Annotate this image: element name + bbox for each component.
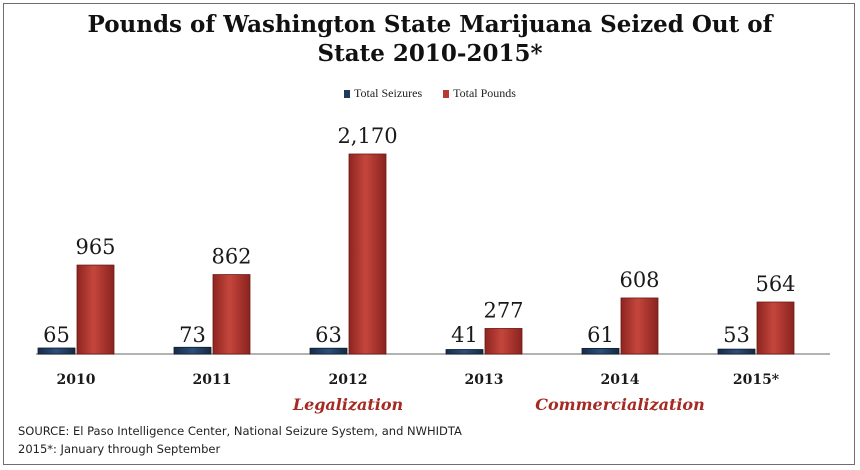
bar-seizures-2013 <box>445 349 484 355</box>
legend-label-pounds: Total Pounds <box>453 86 516 100</box>
chart-title-line-2: State 2010-2015* <box>317 40 543 67</box>
data-label-pounds-2015: 564 <box>755 272 795 296</box>
x-tick-label-2014: 2014 <box>601 372 640 388</box>
x-tick-label-2015: 2015* <box>733 372 780 388</box>
bar-seizures-2014 <box>581 347 620 355</box>
chart-title: Pounds of Washington State Marijuana Sei… <box>0 10 860 68</box>
chart-title-line-1: Pounds of Washington State Marijuana Sei… <box>87 11 773 38</box>
data-label-pounds-2012: 2,170 <box>337 124 397 148</box>
x-tick-label-2013: 2013 <box>465 372 504 388</box>
data-label-seizures-2011: 73 <box>179 323 206 347</box>
x-tick-label-2011: 2011 <box>193 372 232 388</box>
source-note: SOURCE: El Paso Intelligence Center, Nat… <box>18 424 462 438</box>
annotation-commercialization: Commercialization <box>535 395 704 414</box>
bar-seizures-2011 <box>173 346 212 355</box>
chart-frame <box>3 3 855 465</box>
data-label-pounds-2011: 862 <box>211 245 251 269</box>
bar-pounds-2013 <box>484 328 523 355</box>
chart-legend: Total Seizures Total Pounds <box>0 86 860 101</box>
bar-pounds-2014 <box>620 297 659 355</box>
data-label-seizures-2010: 65 <box>43 323 70 347</box>
bar-pounds-2011 <box>212 274 251 355</box>
bar-pounds-2010 <box>76 264 115 355</box>
bar-pounds-2015 <box>756 301 795 355</box>
data-label-pounds-2010: 965 <box>75 235 115 259</box>
bar-seizures-2010 <box>37 347 76 355</box>
legend-swatch-pounds <box>443 90 450 98</box>
x-tick-label-2012: 2012 <box>329 372 368 388</box>
annotation-legalization: Legalization <box>292 395 403 414</box>
data-label-pounds-2013: 277 <box>483 298 523 322</box>
data-label-seizures-2015: 53 <box>723 323 750 347</box>
data-label-seizures-2012: 63 <box>315 323 342 347</box>
bar-pounds-2012 <box>348 153 387 355</box>
legend-item-pounds: Total Pounds <box>443 86 516 101</box>
data-label-seizures-2013: 41 <box>451 323 478 347</box>
bar-seizures-2012 <box>309 347 348 355</box>
data-label-seizures-2014: 61 <box>587 323 614 347</box>
legend-item-seizures: Total Seizures <box>344 86 422 101</box>
x-tick-label-2010: 2010 <box>57 372 96 388</box>
footnote-note: 2015*: January through September <box>18 442 221 456</box>
data-label-pounds-2014: 608 <box>619 268 659 292</box>
legend-swatch-seizures <box>344 90 350 98</box>
legend-label-seizures: Total Seizures <box>354 86 423 100</box>
bar-seizures-2015 <box>717 348 756 355</box>
